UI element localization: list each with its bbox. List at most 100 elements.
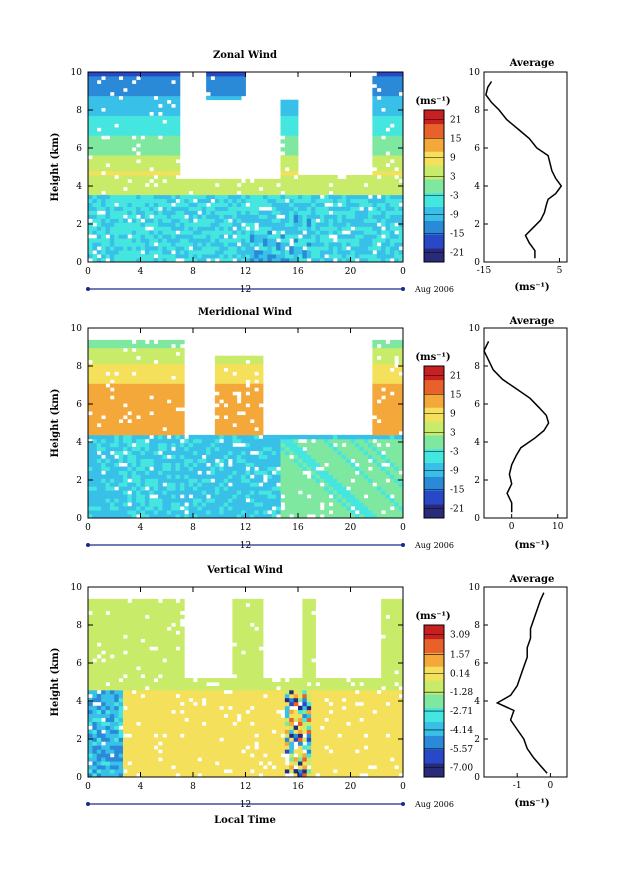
heatmap-cell (372, 143, 378, 148)
heatmap-cell (263, 222, 268, 227)
heatmap-cell (92, 693, 98, 699)
heatmap-cell (96, 514, 102, 519)
heatmap-cell (398, 438, 404, 444)
heatmap-cell (267, 230, 273, 235)
heatmap-cell (105, 151, 111, 156)
heatmap-cell (153, 135, 159, 140)
heatmap-cell (372, 387, 378, 392)
heatmap-cell (158, 186, 163, 192)
average-title: Average (509, 316, 555, 327)
heatmap-cell (96, 163, 102, 168)
heatmap-cell (96, 95, 102, 101)
heatmap-cell (337, 498, 343, 503)
heatmap-cell (389, 151, 395, 156)
heatmap-cell (210, 206, 216, 211)
heatmap-cell (385, 170, 391, 176)
heatmap-cell (127, 355, 133, 361)
heatmap-cell (136, 399, 141, 404)
heatmap-cell (241, 379, 246, 384)
heatmap-cell (276, 486, 281, 491)
heatmap-cell (88, 478, 93, 483)
heatmap-cell (114, 466, 120, 471)
heatmap-cell (123, 351, 128, 357)
heatmap-cell (123, 494, 128, 499)
heatmap-cell (376, 202, 382, 207)
heatmap-cell (289, 99, 295, 105)
heatmap-cell (324, 186, 330, 192)
heatmap-cell (123, 91, 128, 97)
heatmap-cell (201, 230, 207, 235)
heatmap-cell (136, 474, 141, 479)
heatmap-cell (228, 190, 233, 196)
heatmap-cell (118, 741, 124, 746)
heatmap-cell (223, 438, 229, 444)
heatmap-cell (171, 139, 176, 144)
heatmap-cell (123, 399, 128, 404)
heatmap-cell (123, 238, 128, 243)
heatmap-cell (372, 411, 378, 416)
heatmap-cell (284, 202, 290, 207)
heatmap-cell (153, 123, 159, 128)
average-unit: (ms⁻¹) (514, 282, 549, 293)
heatmap-cell (131, 450, 137, 456)
heatmap-cell (267, 194, 273, 200)
heatmap-cell (359, 466, 365, 471)
heatmap-cell (219, 395, 225, 400)
heatmap-cell (214, 367, 220, 372)
heatmap-cell (127, 226, 133, 231)
heatmap-cell (96, 119, 102, 124)
colorbar-frame (423, 365, 445, 519)
heatmap-cell (175, 438, 181, 444)
heatmap-cell (127, 103, 133, 109)
heatmap-cell (219, 502, 225, 507)
heatmap-cell (88, 91, 93, 97)
heatmap-cell (136, 83, 141, 89)
heatmap-cell (311, 174, 316, 180)
heatmap-cell (114, 626, 120, 631)
heatmap-cell (223, 486, 229, 491)
heatmap-cell (114, 363, 120, 368)
heatmap-cell (315, 502, 321, 507)
heatmap-cell (136, 478, 141, 483)
heatmap-cell (101, 737, 106, 742)
heatmap-cell (118, 430, 124, 436)
heatmap-cell (162, 438, 168, 444)
heatmap-cell (175, 490, 181, 495)
heatmap-cell (236, 83, 242, 89)
heatmap-cell (254, 446, 260, 452)
heatmap-cell (354, 202, 360, 207)
heatmap-cell (298, 214, 303, 219)
heatmap-cell (223, 250, 229, 255)
heatmap-cell (372, 474, 378, 479)
heatmap-cell (376, 155, 382, 160)
heatmap-cell (267, 482, 273, 487)
heatmap-cell (333, 506, 338, 511)
heatmap-cell (140, 375, 146, 380)
heatmap-cell (302, 250, 308, 255)
heatmap-cell (298, 230, 303, 235)
heatmap-cell (162, 131, 168, 136)
heatmap-cell (210, 486, 216, 491)
heatmap-cell (368, 482, 373, 487)
heatmap-cell (381, 474, 386, 479)
heatmap-cell (333, 502, 338, 507)
heatmap-cell (162, 182, 168, 188)
heatmap-cell (284, 234, 290, 239)
heatmap-cell (184, 186, 190, 192)
heatmap-cell (254, 359, 260, 365)
heatmap-cell (149, 190, 155, 196)
heatmap-cell (114, 630, 120, 635)
heatmap-cell (109, 438, 115, 444)
heatmap-cell (389, 143, 395, 148)
heatmap-cell (315, 222, 321, 227)
heatmap-cell (175, 514, 181, 519)
heatmap-cell (372, 506, 378, 511)
heatmap-cell (92, 139, 98, 144)
heatmap-cell (96, 379, 102, 384)
heatmap-cell (188, 242, 194, 247)
heatmap-cell (219, 363, 225, 368)
heatmap-cell (241, 72, 246, 77)
heatmap-cell (398, 454, 404, 460)
heatmap-cell (179, 498, 185, 503)
